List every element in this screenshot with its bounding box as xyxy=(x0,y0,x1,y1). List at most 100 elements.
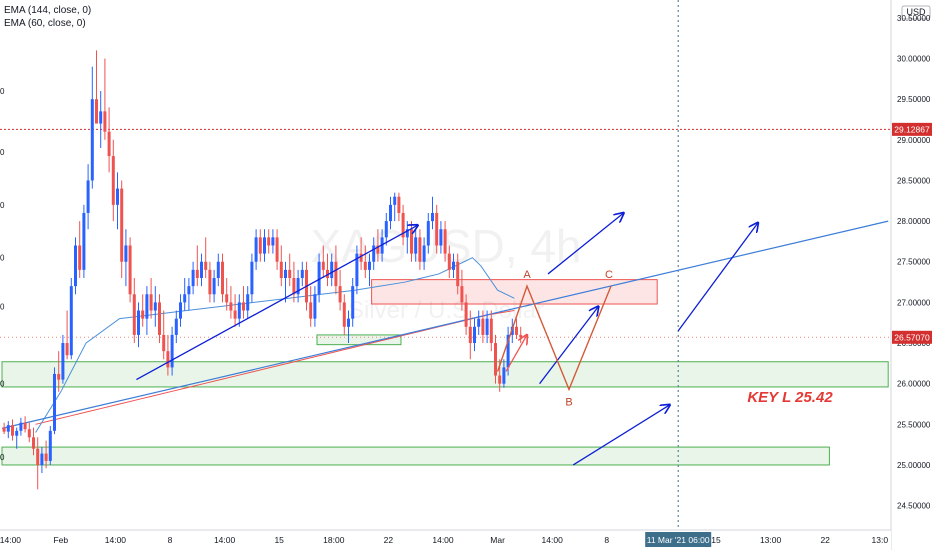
candle-body xyxy=(389,204,392,222)
left-edge-label: 0 xyxy=(0,380,5,389)
candle-116 xyxy=(489,310,493,352)
candle-50 xyxy=(212,269,216,303)
legend-ema-144[interactable]: EMA (144, close, 0) xyxy=(4,5,92,16)
y-tick-label: 25.00000 xyxy=(897,461,931,470)
trendline-0 xyxy=(1,220,889,429)
candle-37 xyxy=(158,294,161,344)
candle-40 xyxy=(170,326,174,376)
candle-body xyxy=(153,302,157,311)
candle-body xyxy=(69,286,73,356)
candle-25 xyxy=(107,107,111,173)
candle-body xyxy=(246,294,250,311)
y-tick-label: 28.00000 xyxy=(897,217,931,226)
candle-body xyxy=(397,196,401,213)
candle-body xyxy=(326,269,329,279)
candle-body xyxy=(179,302,182,319)
horizontal-level-tag: 29.12867 xyxy=(894,124,930,134)
y-tick-label: 25.50000 xyxy=(897,420,931,429)
candle-29 xyxy=(124,229,128,287)
candle-body xyxy=(426,221,430,246)
candle-20 xyxy=(86,164,90,230)
candle-body xyxy=(481,318,485,335)
y-tick-label: 30.00000 xyxy=(897,55,931,64)
x-tick-label: 22 xyxy=(820,535,830,545)
candle-49 xyxy=(208,261,212,303)
candle-9 xyxy=(40,447,44,474)
candle-body xyxy=(124,245,128,262)
projection-arrow-4 xyxy=(572,405,670,466)
candle-86 xyxy=(363,245,367,279)
candle-body xyxy=(494,343,497,376)
candle-101 xyxy=(426,212,430,254)
candle-61 xyxy=(258,229,262,262)
candle-body xyxy=(468,326,472,344)
candle-114 xyxy=(481,310,485,344)
candle-80 xyxy=(338,269,342,311)
candle-30 xyxy=(128,237,132,303)
candle-body xyxy=(263,237,266,254)
candle-66 xyxy=(279,245,283,287)
candles xyxy=(2,50,523,490)
candle-body xyxy=(212,278,216,295)
x-tick-label: 14:00 xyxy=(432,535,454,545)
candle-15 xyxy=(65,310,69,360)
candle-body xyxy=(145,294,149,319)
candle-body xyxy=(242,302,245,311)
current-price-tag: 26.57070 xyxy=(894,332,930,342)
candle-35 xyxy=(149,278,153,319)
candle-26 xyxy=(111,139,115,222)
candle-body xyxy=(342,302,346,327)
candle-74 xyxy=(313,286,317,327)
candle-119 xyxy=(502,359,506,388)
x-tick-label: 14:00 xyxy=(0,535,21,545)
candle-70 xyxy=(296,269,300,303)
candle-11 xyxy=(48,425,52,465)
candle-77 xyxy=(326,253,329,287)
candle-117 xyxy=(494,334,497,384)
left-edge-label: 0 xyxy=(0,254,5,263)
x-tick-label: 13:00 xyxy=(760,535,782,545)
candle-body xyxy=(53,373,56,431)
candle-body xyxy=(275,237,279,262)
candle-body xyxy=(107,131,111,157)
key-level-text: KEY L 25.42 xyxy=(747,389,833,406)
candle-102 xyxy=(431,196,434,230)
candle-58 xyxy=(246,286,250,319)
crosshair-time-tag-bg xyxy=(645,532,712,547)
candle-81 xyxy=(342,294,346,335)
candle-103 xyxy=(435,204,439,254)
candle-body xyxy=(464,302,468,327)
candle-body xyxy=(359,253,363,262)
candle-body xyxy=(447,253,451,270)
candle-18 xyxy=(78,221,82,279)
candle-13 xyxy=(57,351,61,392)
wave-label-a: A xyxy=(523,269,531,281)
candle-44 xyxy=(187,278,191,311)
candle-36 xyxy=(153,286,157,327)
abc-pattern-line xyxy=(496,284,612,392)
candle-52 xyxy=(221,253,224,303)
candle-17 xyxy=(74,237,77,295)
candle-94 xyxy=(397,192,401,222)
candle-39 xyxy=(166,334,170,376)
candle-body xyxy=(141,310,145,319)
left-edge-label: 0 xyxy=(0,302,5,311)
candle-body xyxy=(65,343,69,356)
crosshair-time-tag: 11 Mar '21 06:00 xyxy=(647,535,710,545)
candle-84 xyxy=(355,245,359,295)
candle-body xyxy=(15,430,19,436)
horizontal-level-tag-bg xyxy=(892,122,932,136)
x-tick-label: 15 xyxy=(274,535,284,545)
candle-body xyxy=(216,261,220,279)
candle-60 xyxy=(254,229,258,270)
legend-ema-60[interactable]: EMA (60, close, 0) xyxy=(4,18,86,29)
candle-body xyxy=(187,286,191,295)
candle-body xyxy=(300,269,304,279)
candle-body xyxy=(498,375,502,384)
candle-122 xyxy=(515,318,518,339)
candle-body xyxy=(149,294,153,311)
candle-body xyxy=(229,302,233,311)
candle-body xyxy=(473,326,476,344)
candle-10 xyxy=(44,440,48,469)
